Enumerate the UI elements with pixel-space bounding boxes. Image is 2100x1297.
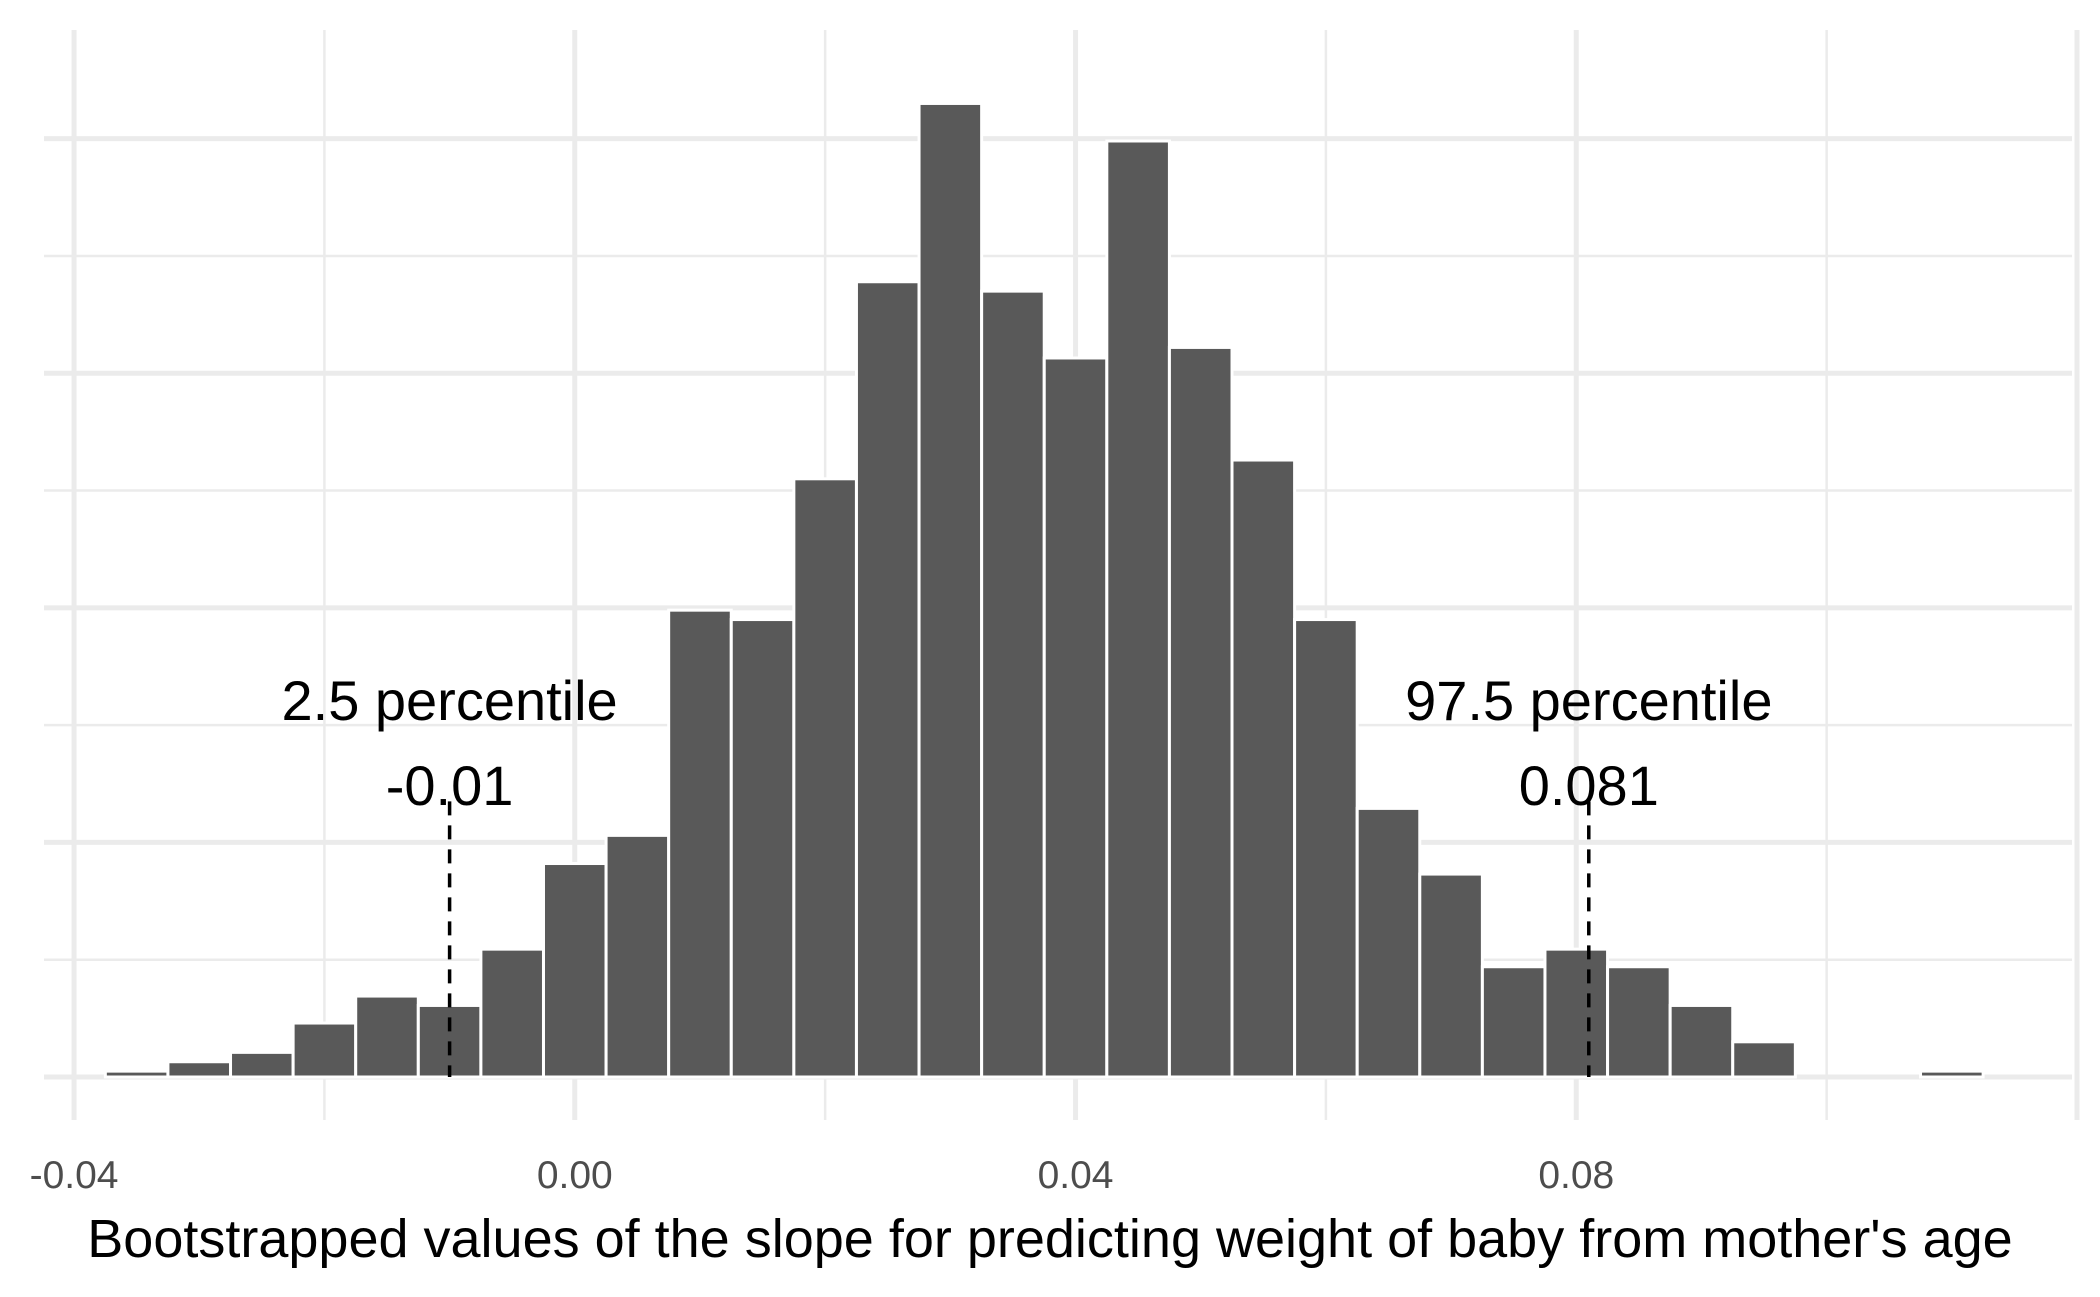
histogram-bar — [1105, 139, 1171, 1079]
histogram-bar — [541, 862, 608, 1079]
x-tick-labels: -0.04 0.00 0.04 0.08 — [30, 1154, 1615, 1197]
histogram-bar — [1606, 965, 1672, 1079]
percentile-lines — [447, 801, 1591, 1077]
histogram-bar — [103, 1069, 170, 1079]
histogram-bar — [1668, 1003, 1735, 1079]
histogram-bar — [1230, 458, 1297, 1079]
histogram-bar — [1293, 618, 1359, 1079]
histogram-bar — [980, 289, 1046, 1079]
histogram-bar — [667, 608, 733, 1079]
histogram-bar — [1042, 356, 1109, 1079]
histogram-bar — [604, 833, 671, 1079]
histogram-bar — [1418, 872, 1484, 1079]
annotation-high-label: 97.5 percentile — [1405, 669, 1772, 732]
histogram-bar — [792, 477, 858, 1079]
histogram-bar — [291, 1021, 358, 1079]
histogram-bar — [1731, 1040, 1797, 1079]
annotation-low-label: 2.5 percentile — [281, 669, 617, 732]
histogram-bar — [729, 618, 796, 1079]
histogram-bar — [1355, 806, 1422, 1079]
histogram-bar — [917, 101, 984, 1079]
histogram-bar — [229, 1050, 295, 1079]
histogram-bar — [479, 947, 545, 1079]
histogram-bar — [1167, 345, 1234, 1079]
x-tick-label: -0.04 — [30, 1154, 119, 1197]
histogram-bar — [1480, 965, 1547, 1079]
histogram-bar — [166, 1060, 233, 1079]
histogram-bar — [1919, 1069, 1985, 1079]
histogram-bar — [354, 994, 420, 1079]
annotation-low-value: -0.01 — [386, 754, 514, 817]
x-tick-label: 0.04 — [1038, 1154, 1114, 1197]
x-tick-label: 0.08 — [1538, 1154, 1614, 1197]
annotation-high-value: 0.081 — [1519, 754, 1659, 817]
bars — [103, 101, 1985, 1079]
x-axis-title: Bootstrapped values of the slope for pre… — [87, 1209, 2012, 1269]
x-tick-label: 0.00 — [537, 1154, 613, 1197]
histogram-bar — [1543, 947, 1610, 1079]
histogram-bar — [854, 280, 921, 1079]
